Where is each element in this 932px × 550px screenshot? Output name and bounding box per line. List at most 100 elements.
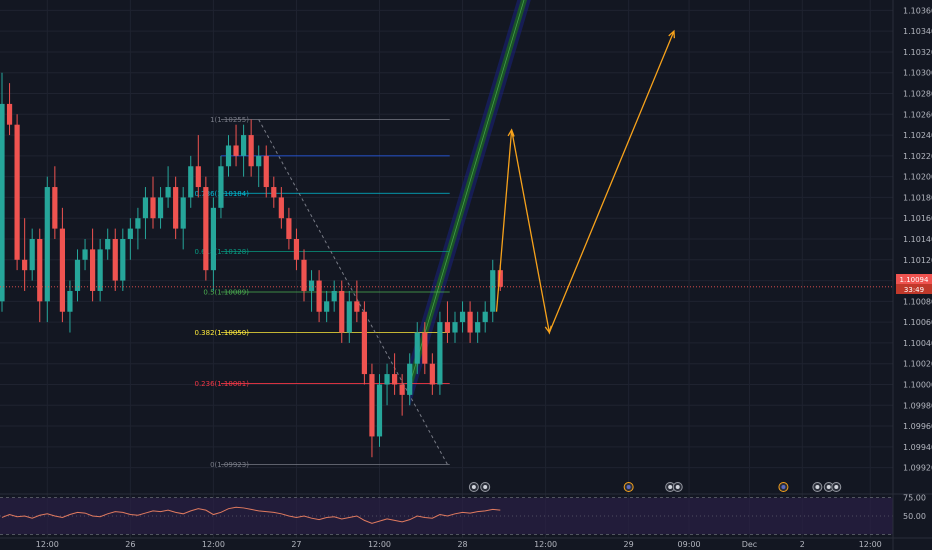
rsi-line[interactable] — [1, 506, 501, 524]
candle — [14, 114, 20, 271]
rsi-axis-label: 75.00 — [903, 494, 926, 503]
candle-body — [225, 145, 232, 167]
candle — [369, 363, 375, 458]
candle-body — [120, 239, 126, 281]
candle — [459, 301, 466, 333]
flag-icon[interactable] — [480, 482, 491, 492]
candle — [346, 290, 352, 343]
candle-body — [195, 166, 201, 188]
candle — [475, 311, 481, 343]
regression-channel[interactable] — [409, 0, 546, 408]
candle-body — [429, 363, 435, 385]
candle — [331, 280, 337, 312]
candle-body — [278, 197, 284, 219]
candle-body — [90, 249, 96, 291]
candle — [203, 176, 209, 281]
candle — [210, 197, 216, 291]
candle — [384, 363, 390, 406]
candle-body — [6, 103, 13, 125]
candle-body — [384, 374, 390, 385]
projection-path[interactable] — [495, 30, 675, 335]
candle-body — [173, 187, 179, 229]
grid — [0, 0, 893, 538]
time-axis-label: 12:00 — [368, 540, 391, 549]
candle — [142, 187, 149, 239]
flag-icon[interactable] — [812, 482, 823, 492]
flag-icon[interactable] — [831, 482, 842, 492]
candle — [180, 187, 186, 250]
candle — [407, 353, 413, 406]
candle-body — [74, 259, 81, 291]
candle — [392, 353, 398, 395]
fib-level-label: 1(1.10255) — [210, 116, 249, 124]
candle-body — [0, 103, 5, 302]
candle-body — [233, 145, 239, 156]
calendar-icon[interactable] — [778, 482, 789, 492]
candle-body — [29, 239, 35, 271]
price-axis-label: 1.10340 — [903, 27, 932, 36]
fib-level-label: 0.382(1.10050) — [194, 329, 249, 337]
candle-body — [188, 166, 194, 198]
flag-icon[interactable] — [823, 482, 834, 492]
time-axis-label: 12:00 — [859, 540, 882, 549]
calendar-icon[interactable] — [623, 482, 634, 492]
flag-icon[interactable] — [468, 482, 479, 492]
candlestick-series — [0, 72, 503, 458]
candle — [127, 218, 133, 260]
candle — [361, 301, 367, 385]
price-axis-label: 1.09920 — [903, 464, 932, 473]
candle-body — [444, 322, 451, 333]
fib-level-label: 0.5(1.10089) — [203, 288, 249, 296]
time-axis[interactable]: 12:00 26 12:00 27 12:00 28 12:00 29 09:00 Dec 2 12:… — [0, 537, 932, 549]
marker-dot — [826, 485, 831, 489]
time-axis-label: 12:00 — [202, 540, 225, 549]
event-markers[interactable] — [468, 482, 842, 492]
marker-dot — [675, 485, 680, 489]
projection-arrowhead — [507, 128, 515, 137]
candle-body — [52, 187, 58, 229]
rsi-pane[interactable]: 75.00 50.00 — [0, 493, 932, 535]
candle-body — [157, 197, 164, 219]
time-axis-label: 28 — [457, 540, 467, 549]
price-axis-label: 1.10080 — [903, 297, 932, 306]
time-axis-label: 27 — [291, 540, 301, 549]
candle-body — [490, 270, 496, 312]
candle-body — [392, 374, 398, 385]
time-axis-label: 26 — [125, 540, 135, 549]
candle — [105, 228, 111, 260]
candle — [29, 228, 35, 281]
candle-body — [369, 374, 375, 437]
candle — [293, 228, 300, 271]
candle-body — [14, 124, 20, 260]
candle — [120, 228, 126, 291]
candle-body — [361, 311, 367, 375]
price-axis-label: 1.10300 — [903, 69, 932, 78]
candle-body — [97, 249, 103, 291]
candle-body — [203, 187, 209, 271]
fib-level-label: 0(1.09923) — [210, 461, 249, 469]
candle-body — [376, 384, 383, 437]
candle — [233, 124, 239, 167]
flag-icon[interactable] — [672, 482, 683, 492]
candle — [165, 166, 171, 208]
candle — [316, 270, 322, 323]
candle-body — [399, 384, 405, 395]
candle-body — [105, 239, 111, 250]
channel-inner-band[interactable] — [409, 0, 546, 395]
bar-countdown: 33:49 — [904, 286, 924, 294]
price-axis-label: 1.10220 — [903, 152, 932, 161]
marker-dot — [471, 485, 476, 489]
candle — [67, 280, 73, 333]
candle — [263, 145, 269, 198]
price-axis-label: 1.09940 — [903, 443, 932, 452]
current-price-value: 1.10094 — [900, 276, 929, 284]
flag-icon[interactable] — [665, 482, 676, 492]
candle — [218, 155, 224, 219]
candle-body — [165, 187, 171, 198]
candle — [157, 187, 164, 229]
candle-body — [414, 332, 420, 364]
channel-outer-band[interactable] — [409, 0, 546, 408]
candle-body — [271, 187, 277, 198]
candle-body — [22, 259, 28, 271]
